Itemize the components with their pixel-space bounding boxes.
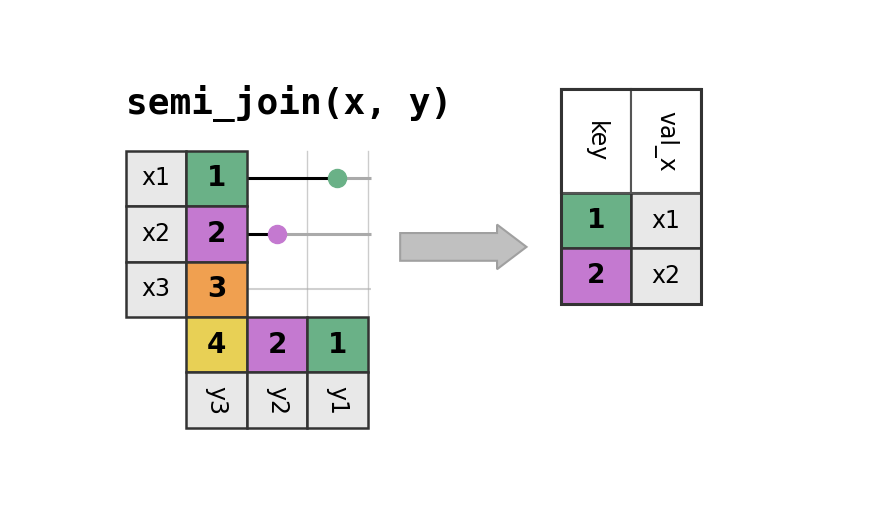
Bar [561,89,700,304]
Text: 1: 1 [207,165,226,192]
Bar [630,193,700,248]
Bar [126,151,186,206]
Bar [186,206,247,261]
Text: x2: x2 [651,264,679,288]
Text: val_x: val_x [653,111,678,172]
Text: 1: 1 [586,208,605,234]
Bar [186,317,247,373]
Bar [561,193,630,248]
Bar [126,261,186,317]
Text: semi_join(x, y): semi_join(x, y) [126,85,451,122]
Bar [630,89,700,193]
Bar [186,151,247,206]
Bar [561,248,630,304]
Text: 3: 3 [207,275,226,303]
Text: x1: x1 [141,167,170,190]
Bar [126,206,186,261]
Text: y3: y3 [204,386,228,414]
Text: 1: 1 [327,331,347,359]
Bar [630,248,700,304]
Text: x1: x1 [651,209,679,233]
Text: x3: x3 [141,277,171,301]
Text: x2: x2 [141,222,171,246]
FancyArrow shape [400,225,526,269]
Bar [247,317,307,373]
Bar [307,317,367,373]
Text: y2: y2 [265,386,289,414]
Bar [307,373,367,428]
Text: 2: 2 [586,263,604,289]
Bar [186,373,247,428]
Bar [561,89,630,193]
Text: 2: 2 [207,220,226,248]
Text: key: key [584,121,608,162]
Text: 4: 4 [207,331,226,359]
Text: 2: 2 [267,331,286,359]
Bar [186,261,247,317]
Bar [247,373,307,428]
Text: y1: y1 [325,386,349,414]
